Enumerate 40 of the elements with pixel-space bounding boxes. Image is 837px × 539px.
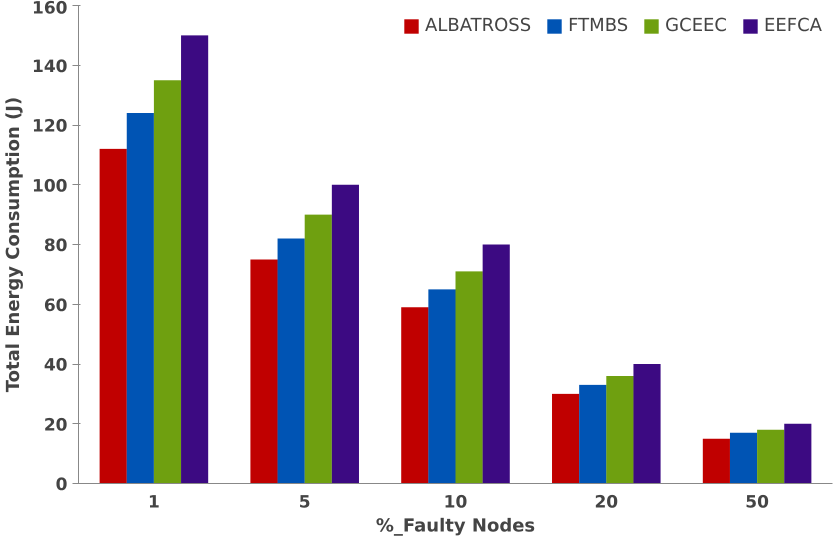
legend-label: FTMBS: [568, 15, 628, 36]
bar: [606, 376, 634, 484]
bar: [757, 430, 784, 484]
x-axis-title: %_Faulty Nodes: [376, 516, 536, 536]
bar: [100, 148, 127, 484]
x-tick-label: 20: [594, 492, 618, 512]
x-tick-label: 50: [745, 492, 770, 512]
bar: [579, 384, 606, 484]
x-tick-label: 5: [298, 492, 311, 512]
bar: [278, 238, 305, 484]
bar: [401, 307, 428, 484]
x-tick-label: 10: [444, 492, 468, 512]
legend-label: GCEEC: [665, 15, 728, 36]
bar: [633, 364, 661, 484]
bar: [552, 394, 580, 484]
bar: [428, 289, 456, 484]
y-tick-label: 40: [44, 356, 68, 376]
y-axis-title: Total Energy Consumption (J): [3, 96, 24, 392]
bar: [332, 184, 359, 484]
bar: [702, 438, 730, 484]
bar: [482, 244, 510, 484]
bar: [154, 80, 182, 484]
bar: [456, 271, 483, 484]
bar: [730, 432, 758, 484]
legend-label: ALBATROSS: [425, 15, 532, 36]
y-tick-label: 0: [56, 475, 68, 495]
y-tick-label: 100: [32, 176, 68, 196]
y-tick-label: 140: [32, 56, 68, 77]
x-tick-label: 1: [148, 492, 160, 512]
bar: [250, 259, 278, 484]
legend-label: EEFCA: [764, 15, 822, 36]
y-tick-label: 80: [44, 236, 68, 256]
bar: [126, 113, 154, 484]
y-tick-label: 60: [44, 296, 68, 316]
bar: [784, 424, 812, 484]
bar: [304, 214, 332, 484]
y-tick-label: 120: [32, 116, 68, 136]
y-tick-label: 20: [44, 415, 68, 436]
bar: [181, 35, 208, 484]
y-tick-label: 160: [32, 0, 68, 18]
